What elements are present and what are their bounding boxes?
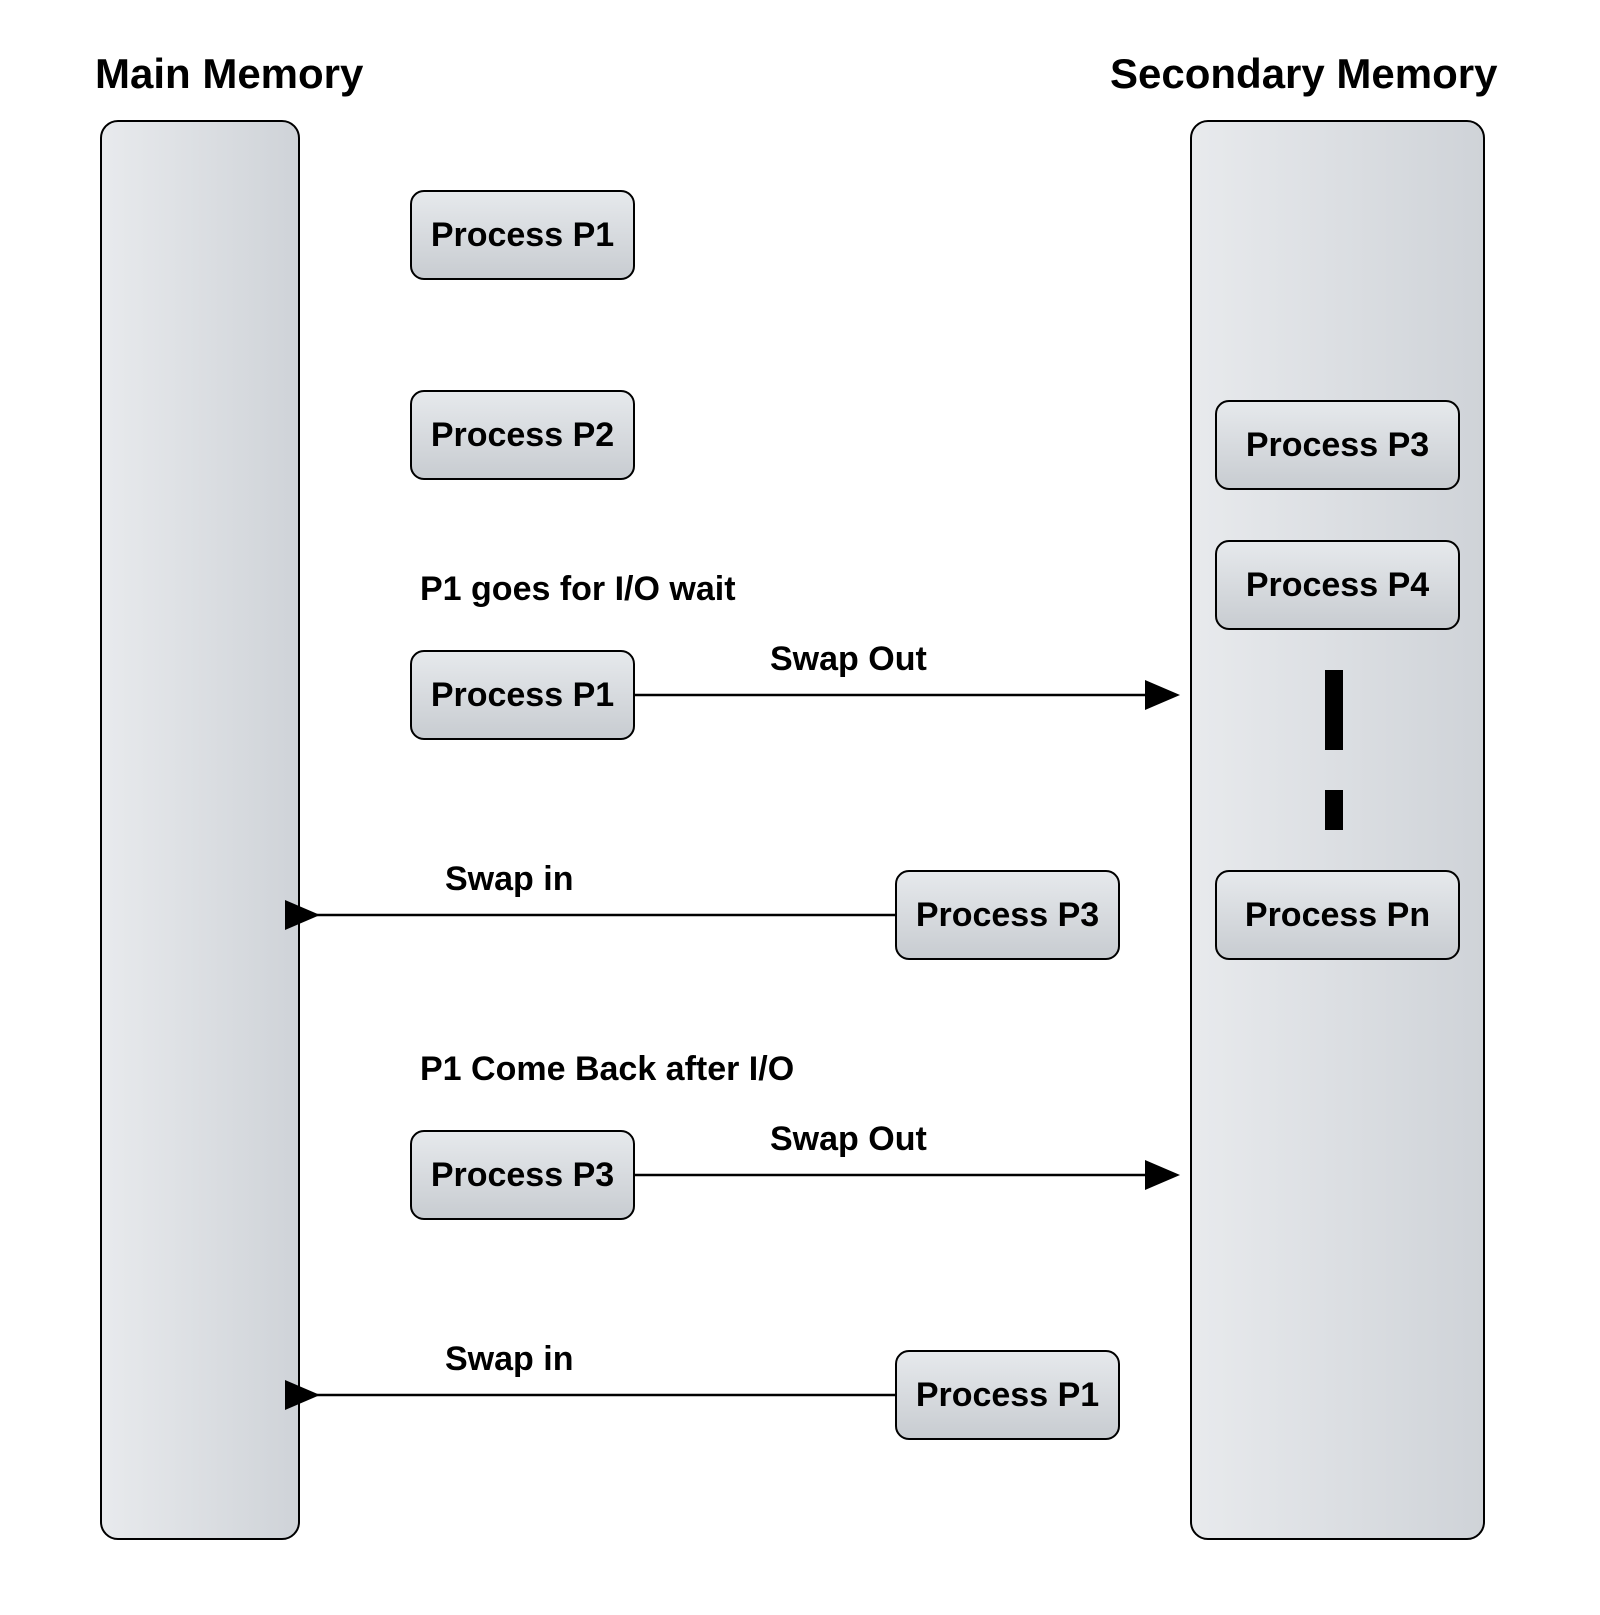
secondary-process-p3: Process P3 — [1215, 400, 1460, 490]
process-label: Process P4 — [1246, 566, 1429, 605]
process-label: Process P1 — [431, 676, 614, 715]
process-box: Process P1 — [895, 1350, 1120, 1440]
process-box: Process P3 — [410, 1130, 635, 1220]
secondary-process-p4: Process P4 — [1215, 540, 1460, 630]
main-memory-header: Main Memory — [95, 50, 363, 98]
process-label: Process P3 — [1246, 426, 1429, 465]
swap-out-label: Swap Out — [770, 640, 927, 679]
secondary-memory-column — [1190, 120, 1485, 1540]
process-label: Process Pn — [1245, 896, 1430, 935]
ellipsis-bar — [1325, 670, 1343, 750]
swap-in-label: Swap in — [445, 1340, 573, 1379]
process-label: Process P3 — [431, 1156, 614, 1195]
swap-out-label: Swap Out — [770, 1120, 927, 1159]
process-box: Process P2 — [410, 390, 635, 480]
swap-in-label: Swap in — [445, 860, 573, 899]
process-label: Process P1 — [431, 216, 614, 255]
process-label: Process P3 — [916, 896, 1099, 935]
caption-come-back: P1 Come Back after I/O — [420, 1050, 794, 1089]
process-box: Process P1 — [410, 190, 635, 280]
process-box: Process P3 — [895, 870, 1120, 960]
caption-io-wait: P1 goes for I/O wait — [420, 570, 736, 609]
main-memory-column — [100, 120, 300, 1540]
secondary-process-pn: Process Pn — [1215, 870, 1460, 960]
secondary-memory-header: Secondary Memory — [1110, 50, 1497, 98]
process-label: Process P2 — [431, 416, 614, 455]
process-label: Process P1 — [916, 1376, 1099, 1415]
ellipsis-bar — [1325, 790, 1343, 830]
process-box: Process P1 — [410, 650, 635, 740]
